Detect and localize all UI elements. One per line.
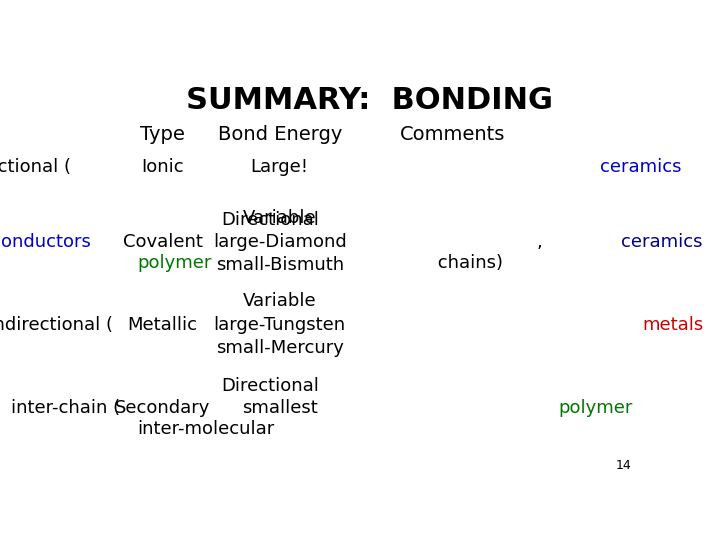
Text: smallest: smallest: [242, 399, 318, 417]
Text: Nondirectional (: Nondirectional (: [0, 316, 113, 334]
Text: Comments: Comments: [400, 125, 505, 144]
Text: Bond Energy: Bond Energy: [217, 125, 342, 144]
Text: ,: ,: [537, 233, 549, 251]
Text: inter-molecular: inter-molecular: [137, 421, 274, 438]
Text: semiconductors: semiconductors: [0, 233, 91, 251]
Text: inter-chain (: inter-chain (: [11, 399, 120, 417]
Text: Directional: Directional: [221, 377, 319, 395]
Text: Metallic: Metallic: [127, 316, 197, 334]
Text: Secondary: Secondary: [115, 399, 210, 417]
Text: 14: 14: [616, 460, 631, 472]
Text: chains): chains): [432, 254, 503, 272]
Text: ceramics: ceramics: [621, 233, 703, 251]
Text: Variable
large-Diamond
small-Bismuth: Variable large-Diamond small-Bismuth: [213, 209, 346, 274]
Text: Covalent: Covalent: [122, 233, 202, 251]
Text: ceramics: ceramics: [600, 158, 681, 176]
Text: polymer: polymer: [137, 254, 212, 272]
Text: Large!: Large!: [251, 158, 309, 176]
Text: polymer: polymer: [558, 399, 632, 417]
Text: Ionic: Ionic: [141, 158, 184, 176]
Text: Directional: Directional: [221, 211, 319, 229]
Text: Variable
large-Tungsten
small-Mercury: Variable large-Tungsten small-Mercury: [214, 292, 346, 357]
Text: Type: Type: [140, 125, 185, 144]
Text: Nondirectional (: Nondirectional (: [0, 158, 71, 176]
Text: metals: metals: [642, 316, 703, 334]
Text: SUMMARY:  BONDING: SUMMARY: BONDING: [186, 85, 552, 114]
